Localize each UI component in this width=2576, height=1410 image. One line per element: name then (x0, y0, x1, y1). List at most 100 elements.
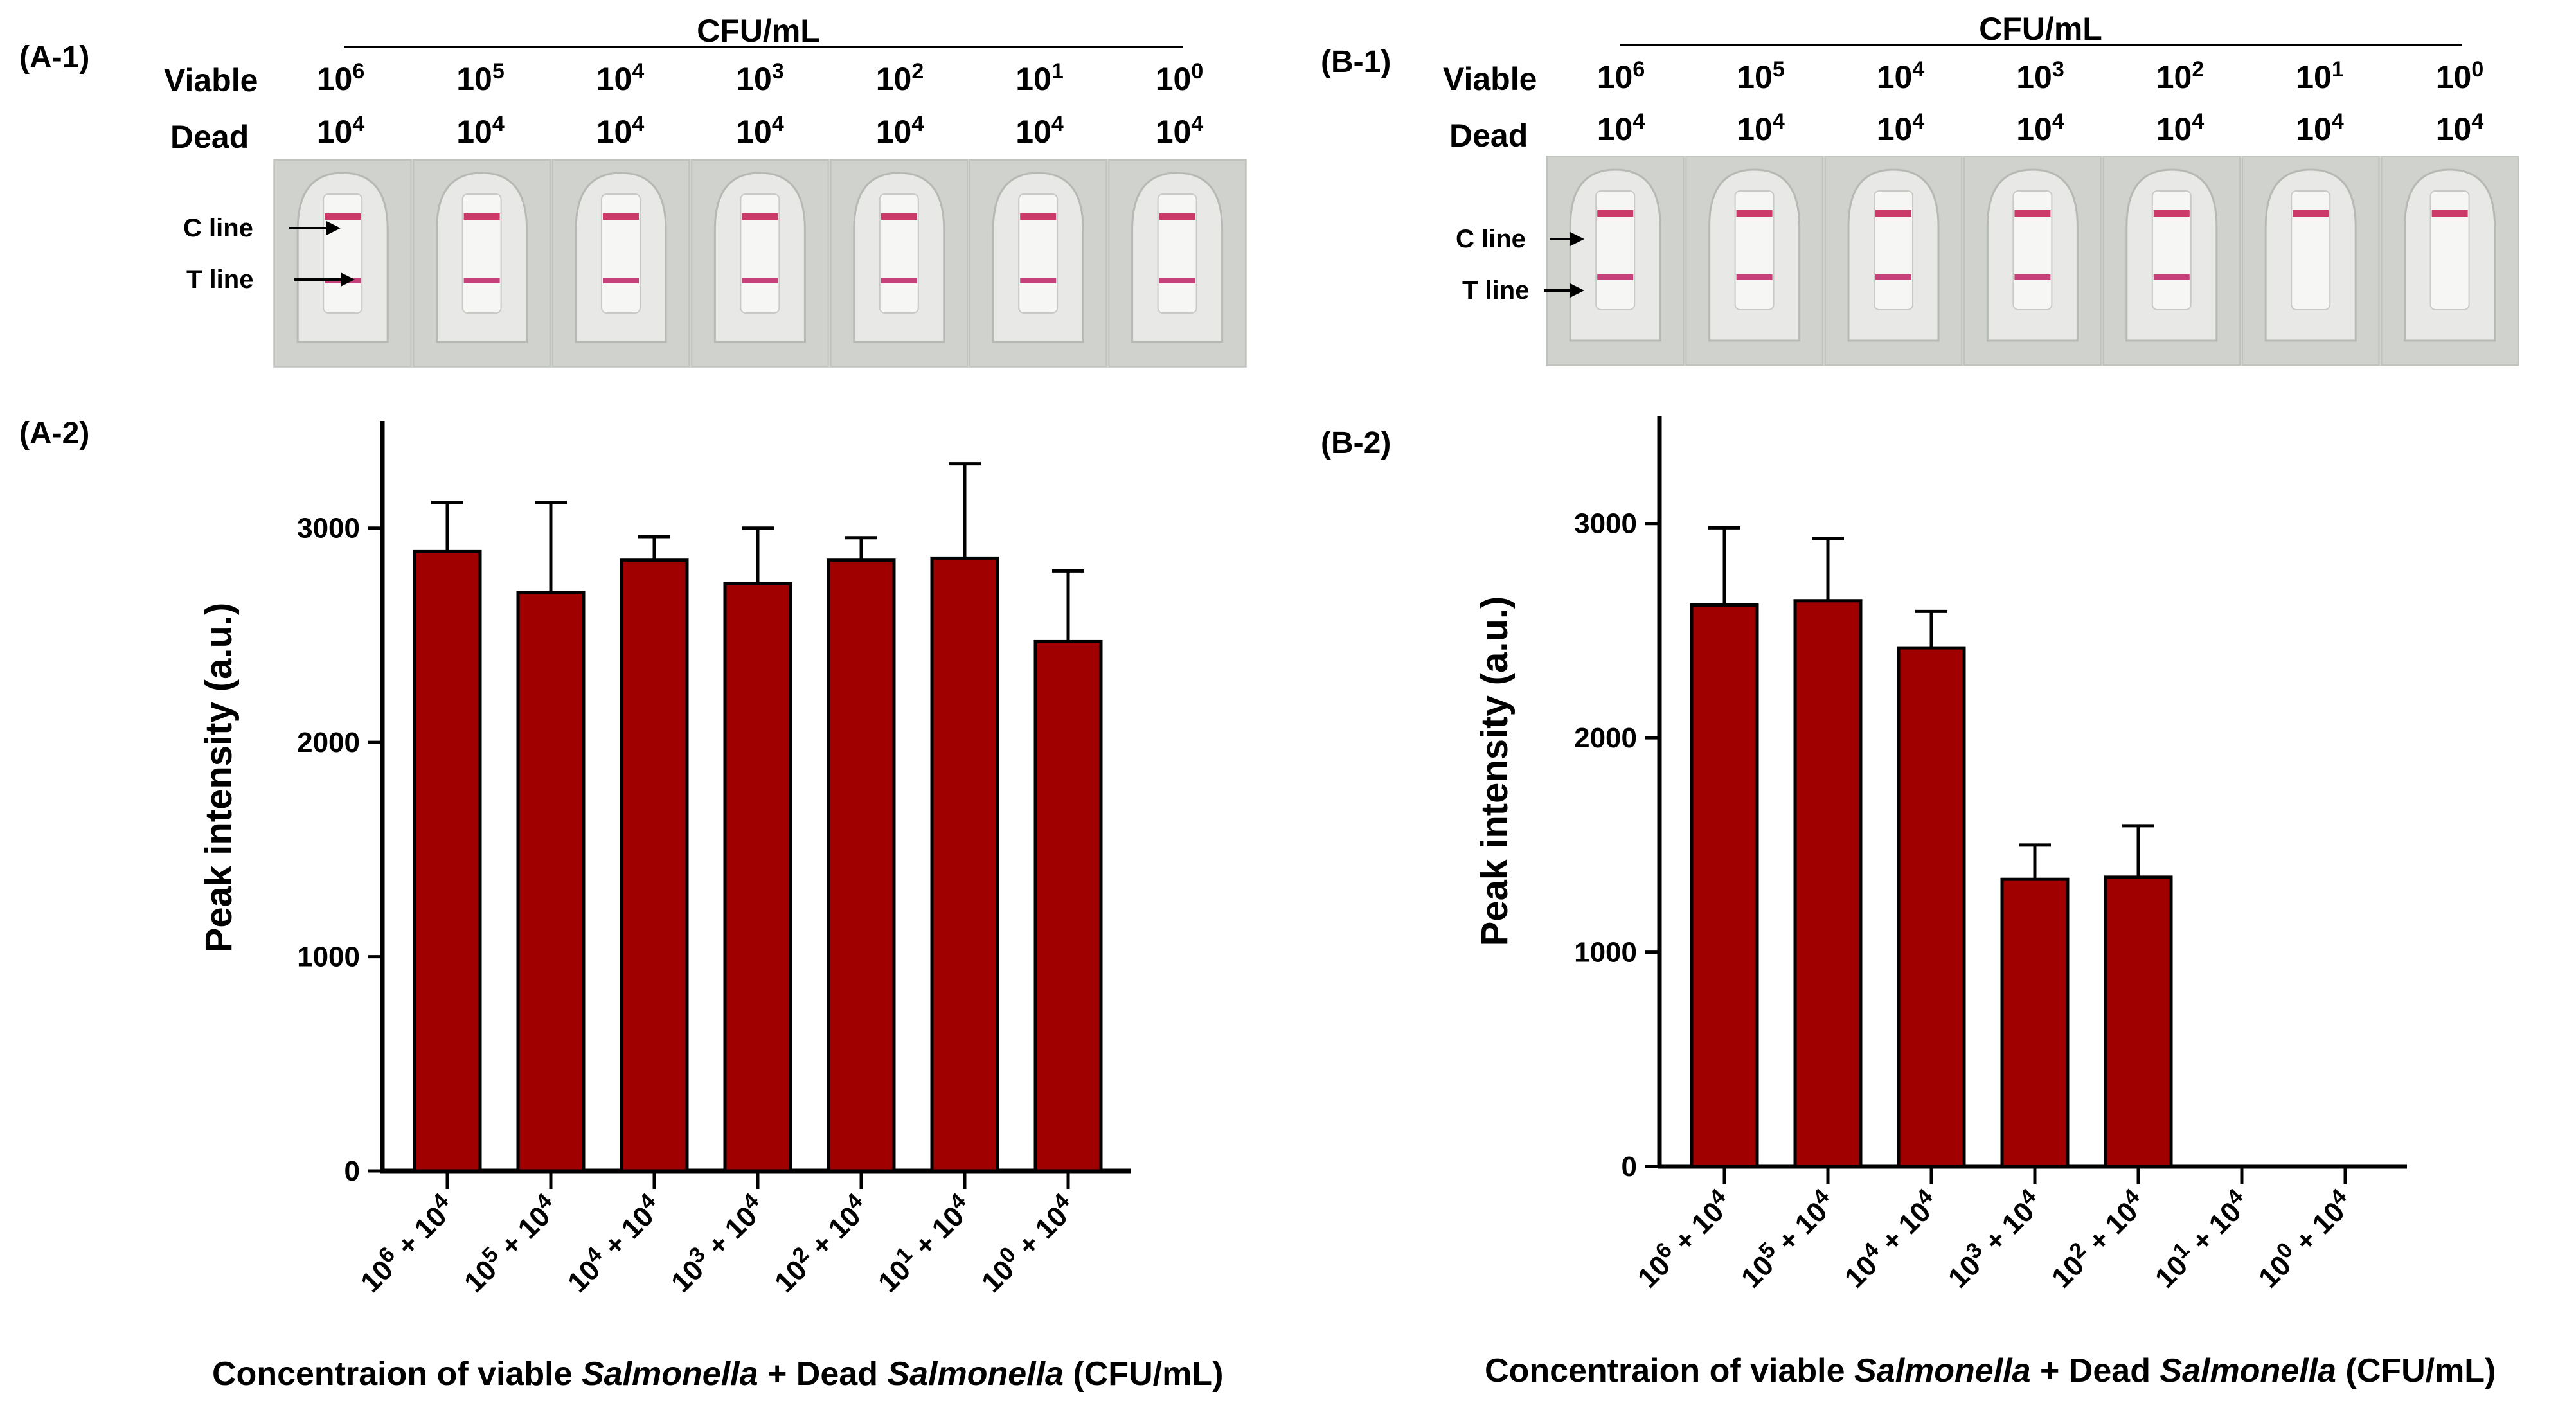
panel-b-strip-3 (1963, 156, 2102, 366)
panel-a-strip-6 (1108, 159, 1246, 367)
panel-a-x-category-5: 101 + 104 (869, 1188, 979, 1298)
panel-b-test-line-3 (2014, 274, 2051, 280)
panel-b-y-axis-title: Peak intensity (a.u.) (1474, 596, 1516, 947)
panel-a-x-axis-title: Concentraion of viable Salmonella + Dead… (212, 1355, 1223, 1393)
panel-b-x-category-1: 105 + 104 (1732, 1184, 1842, 1294)
panel-a-membrane-4 (879, 193, 919, 314)
panel-a-y-tick-label-1: 1000 (297, 941, 360, 973)
panel-b-viable-value-1: 105 (1737, 57, 1785, 95)
panel-b-control-line-0 (1597, 210, 1634, 217)
panel-b-dead-values: 104 104 104 104 104 104 104 (1597, 109, 2484, 147)
panel-a-bar-1 (516, 591, 586, 1173)
panel-b-control-line-4 (2153, 210, 2190, 217)
panel-a-header-cfu: CFU/mL (697, 13, 820, 49)
panel-a-strips (274, 159, 1246, 367)
panel-b-bar-2 (1897, 646, 1966, 1168)
panel-a-viable-value-0: 106 (317, 59, 365, 97)
panel-a-x-category-0: 106 + 104 (352, 1188, 461, 1298)
panel-a-membrane-5 (1018, 193, 1059, 314)
panel-b-control-line-1 (1736, 210, 1773, 217)
panel-b-header-cfu: CFU/mL (1979, 11, 2102, 47)
panel-b-test-line-4 (2153, 274, 2190, 280)
panel-b-strip-6 (2381, 156, 2519, 366)
panel-a-x-category-3: 103 + 104 (662, 1188, 772, 1298)
panel-b-membrane-5 (2291, 190, 2331, 310)
panel-b-bar-1 (1793, 599, 1863, 1168)
panel-a-viable-value-6: 100 (1156, 59, 1204, 97)
panel-b-dead-value-6: 104 (2436, 109, 2484, 147)
panel-b-strip-4 (2102, 156, 2241, 366)
panel-b-bar-4 (2104, 875, 2173, 1168)
panel-b-dead-value-1: 104 (1737, 109, 1785, 147)
panel-b-x-category-0: 106 + 104 (1629, 1184, 1739, 1294)
panel-b-test-line-1 (1736, 274, 1773, 280)
panel-a-control-line-1 (463, 213, 500, 220)
panel-a-bar-3 (723, 582, 792, 1173)
panel-a-control-line-0 (325, 213, 361, 220)
panel-a-test-line-5 (1020, 278, 1057, 283)
panel-a-strip-section: (A-1) CFU/mL Viable Dead 106 105 104 103 102… (19, 13, 1247, 368)
panel-a-chart: (A-2) Concentraion of viable Salmonella … (19, 416, 1223, 1393)
panel-b-viable-label: Viable (1443, 61, 1537, 97)
panel-a-dead-value-4: 104 (876, 112, 924, 150)
panel-b-x-category-6: 100 + 104 (2250, 1184, 2359, 1294)
panel-a-membrane-1 (461, 193, 502, 314)
panel-a-membrane-3 (740, 193, 780, 314)
panel-b-control-line-3 (2014, 210, 2051, 217)
panel-b-viable-value-5: 101 (2296, 57, 2344, 95)
panel-b-strip-0 (1546, 156, 1685, 366)
panel-a-viable-label: Viable (164, 62, 258, 98)
panel-a-test-line-2 (603, 278, 639, 283)
panel-a-control-line-6 (1159, 213, 1195, 220)
panel-b-dead-value-4: 104 (2156, 109, 2205, 147)
panel-a-dead-value-2: 104 (596, 112, 645, 150)
panel-b-control-line-2 (1875, 210, 1911, 217)
panel-b-membrane-4 (2151, 190, 2192, 310)
panel-a-control-line-2 (603, 213, 639, 220)
panel-b-y-tick-label-0: 0 (1622, 1151, 1637, 1182)
panel-a-dead-label: Dead (170, 119, 249, 155)
panel-a-dead-value-1: 104 (456, 112, 505, 150)
panel-a-control-line-3 (742, 213, 778, 220)
panel-a-membrane-0 (323, 193, 363, 314)
panel-b-membrane-2 (1874, 190, 1913, 310)
panel-a-test-line-3 (742, 278, 778, 283)
panel-b-c-line-label: C line (1456, 225, 1526, 253)
panel-a-membrane-6 (1157, 193, 1197, 314)
panel-a-viable-value-3: 103 (736, 59, 784, 97)
panel-a-control-line-5 (1020, 213, 1057, 220)
panel-a-x-category-6: 100 + 104 (972, 1188, 1082, 1298)
panel-b-x-category-4: 102 + 104 (2043, 1184, 2152, 1294)
panel-a-strip-4 (830, 159, 968, 367)
panel-b-viable-values: 106 105 104 103 102 101 100 (1597, 57, 2484, 95)
panel-b-strip-5 (2242, 156, 2380, 366)
panel-a-test-line-1 (463, 278, 500, 283)
panel-a-bar-6 (1033, 639, 1103, 1173)
panel-b-dead-label: Dead (1449, 118, 1528, 154)
panel-b-t-line-arrowhead (1570, 283, 1584, 298)
panel-b-x-axis-title: Concentraion of viable Salmonella + Dead… (1485, 1352, 2496, 1389)
panel-b-x-category-2: 104 + 104 (1836, 1184, 1945, 1294)
panel-b2-label: (B-2) (1321, 426, 1391, 460)
panel-a-t-line-arrowhead (341, 272, 355, 287)
panel-b-membrane-0 (1595, 190, 1636, 310)
panel-a-y-axis-title: Peak intensity (a.u.) (198, 603, 240, 953)
panel-a2-label: (A-2) (19, 416, 89, 451)
panel-b-viable-value-4: 102 (2156, 57, 2205, 95)
panel-a-strip-1 (413, 159, 551, 367)
panel-b-t-line-label: T line (1462, 276, 1529, 305)
panel-b-chart: (B-2) Concentraion of viable Salmonella … (1321, 416, 2496, 1389)
panel-b-bar-3 (2000, 877, 2070, 1168)
panel-a-y-tick-label-3: 3000 (297, 513, 360, 544)
panel-b-x-category-3: 103 + 104 (1939, 1184, 2049, 1294)
panel-a-dead-value-6: 104 (1156, 112, 1204, 150)
panel-b-test-line-0 (1597, 274, 1634, 280)
panel-a-c-line-arrowhead (326, 221, 341, 235)
panel-b-strip-section: (B-1) CFU/mL Viable Dead 106 105 104 103 102… (1321, 11, 2519, 366)
panel-b-viable-value-6: 100 (2436, 57, 2484, 95)
panel-b-membrane-1 (1734, 190, 1775, 310)
panel-b-dead-value-3: 104 (2016, 109, 2064, 147)
panel-a-test-line-4 (881, 278, 917, 283)
panel-b-c-line-arrowhead (1570, 232, 1584, 246)
panel-b-dead-value-2: 104 (1877, 109, 1925, 147)
